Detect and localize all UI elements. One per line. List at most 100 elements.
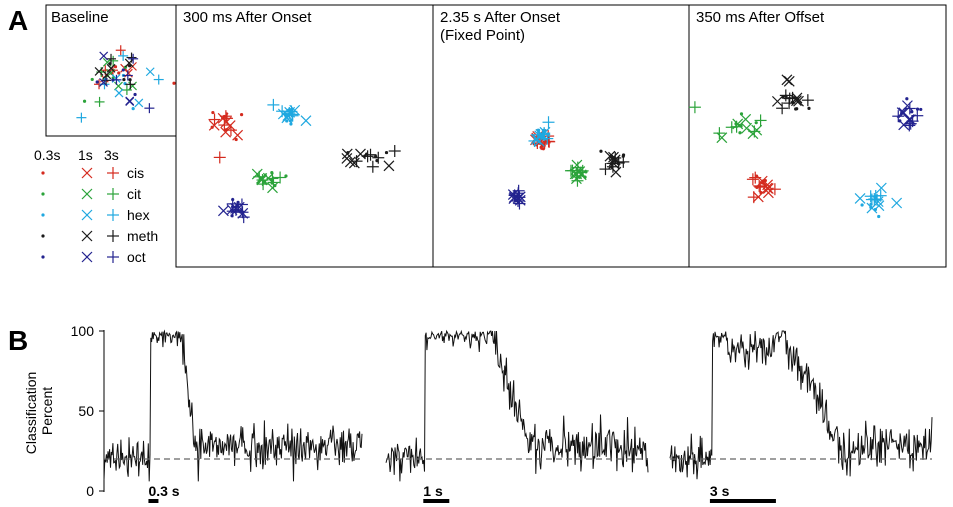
panel1-oct-plus <box>229 203 242 216</box>
fixed-point-panel-title: 2.35 s After Onset <box>440 9 561 26</box>
panel2-meth-plus <box>612 157 625 170</box>
panel3-meth-x <box>781 74 793 86</box>
baseline-cit-plus <box>94 96 105 107</box>
panel2-cis-dot <box>539 145 543 149</box>
panel1-meth-dot <box>374 154 378 159</box>
panel1-hex-plus <box>283 106 296 119</box>
baseline-cit-dot <box>82 99 87 103</box>
panel1-meth-dot <box>346 150 350 155</box>
panel1-meth-plus <box>388 145 401 158</box>
panel3-hex-dot <box>869 205 873 209</box>
legend-hex-plus <box>107 209 119 221</box>
panel3-oct-dot <box>915 107 920 111</box>
panel3-cit-plus <box>754 114 767 127</box>
panel2-cit-plus <box>571 174 584 187</box>
panel3-cis-x <box>762 183 774 194</box>
baseline-oct-x <box>99 51 109 61</box>
panel2-cit-plus <box>564 164 577 177</box>
legend-oct-plus <box>107 251 119 263</box>
legend-cis-plus <box>107 167 119 179</box>
baseline-hex-x <box>134 98 144 108</box>
panel3-cit-dot <box>739 112 744 116</box>
panel3-hex-dot <box>869 202 873 206</box>
panel1-hex-plus <box>267 98 280 111</box>
panel3-oct-plus <box>906 115 919 128</box>
panel2-hex-plus <box>542 116 555 129</box>
panel3-hex-dot <box>877 214 881 219</box>
panel1-cis-plus <box>221 112 234 125</box>
panel1-meth-dot <box>384 150 389 155</box>
baseline-meth-x <box>102 70 112 80</box>
panel3-hex-x <box>891 197 903 209</box>
panel1-meth-x <box>348 157 360 169</box>
panel1-cis-x <box>232 129 244 141</box>
panel1-oct-dot <box>236 200 240 204</box>
panel1-cis-plus <box>213 151 226 164</box>
baseline-oct-dot <box>121 68 125 72</box>
y-tick-label-100: 100 <box>71 323 95 339</box>
panel1-cit-plus <box>274 171 287 184</box>
panel1-hex-x <box>300 115 312 127</box>
panel1-cis-dot <box>210 125 214 129</box>
y-axis-label: Classification Percent <box>23 368 55 454</box>
panel1-cis-dot <box>239 113 244 117</box>
panel2-oct-x <box>508 191 520 203</box>
legend-label-cit: cit <box>127 186 141 202</box>
panel3-cit-dot <box>754 121 758 125</box>
legend-label-hex: hex <box>127 207 150 223</box>
panel3-meth-x <box>783 75 795 87</box>
baseline-cis-dot <box>113 65 118 69</box>
baseline-oct-plus <box>144 103 155 114</box>
panel3-meth-plus <box>801 94 814 107</box>
baseline-hex-dot <box>131 107 135 111</box>
legend-duration-1: 1s <box>78 147 93 163</box>
baseline-meth-dot <box>108 62 112 66</box>
legend-hex-x <box>81 209 93 221</box>
panel3-cit-plus <box>713 127 726 140</box>
scale-bar-1 <box>423 499 450 503</box>
panel1-cit-plus <box>257 178 270 191</box>
fixed-point-panel: 2.35 s After Onset (Fixed Point) <box>440 9 630 210</box>
panel3-meth-x <box>791 92 803 104</box>
baseline-oct-plus <box>111 74 122 85</box>
panel3-cit-x <box>716 132 728 144</box>
legend-cit-x <box>81 188 93 200</box>
legend-duration-2: 3s <box>104 147 119 163</box>
panel1-cit-dot <box>284 174 288 178</box>
baseline-hex-x <box>145 67 155 77</box>
baseline-meth-dot <box>128 64 132 68</box>
legend-cis-dot <box>41 171 45 175</box>
legend-label-cis: cis <box>127 165 144 181</box>
onset-panel-title: 300 ms After Onset <box>183 9 312 26</box>
panel1-oct-plus <box>235 198 248 211</box>
legend-label-meth: meth <box>127 228 158 244</box>
panel1-meth-plus <box>366 160 379 173</box>
panel1-cis-plus <box>218 119 231 132</box>
baseline-title: Baseline <box>51 9 109 26</box>
panel3-oct-plus <box>904 117 917 130</box>
main-panels-frame <box>175 4 947 268</box>
baseline-meth-plus <box>126 52 137 63</box>
panel1-oct-dot <box>230 214 234 218</box>
panel3-hex-dot <box>860 203 864 207</box>
panel3-cis-plus <box>768 183 781 196</box>
legend-oct-x <box>81 251 93 263</box>
legend-hex-dot <box>41 213 45 217</box>
scale-bar-2 <box>709 499 776 503</box>
panel3-oct-x <box>902 100 913 112</box>
panel3-oct-dot <box>910 110 914 114</box>
panel1-meth-plus <box>372 151 385 164</box>
baseline-points <box>76 45 176 123</box>
panel1-cis-dot <box>234 137 238 142</box>
baseline-oct-x <box>125 97 135 106</box>
baseline-cit-dot <box>90 77 94 82</box>
panel1-meth-x <box>383 160 395 172</box>
panel2-cit-x <box>571 159 583 171</box>
y-axis-label-line-1: Classification <box>23 372 39 454</box>
panel3-oct-dot <box>919 107 923 112</box>
legend: 0.3s 1s 3s cis cit hex meth oct <box>34 147 158 265</box>
baseline-meth-dot <box>122 77 126 82</box>
panel2-cit-x <box>570 173 582 185</box>
panel3-meth-x <box>790 95 802 107</box>
